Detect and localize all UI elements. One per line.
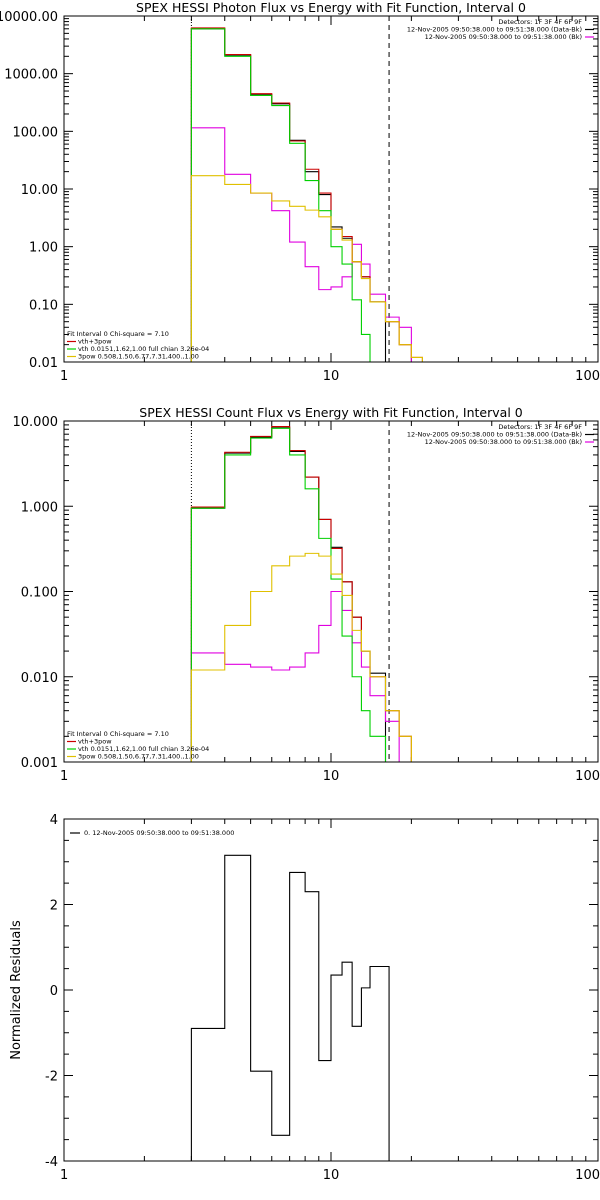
series-line-4 [190, 28, 387, 362]
y-tick-label: 1.00 [29, 241, 58, 256]
legend-text-bottomleft: Fit Interval 0 Chi-square = 7.10 [67, 730, 169, 738]
y-tick-label: 4 [50, 813, 58, 828]
y-tick-label: 1.000 [21, 500, 58, 515]
y-tick-label: 100.00 [13, 125, 59, 140]
x-tick-label: 100 [575, 769, 600, 784]
legend-text-topright: Detectors: 1F 3F 4F 6F 9F [498, 423, 582, 431]
y-tick-label: -2 [45, 1070, 58, 1085]
legend-text-topright: 12-Nov-2005 09:50:38.000 to 09:51:38.000… [407, 431, 582, 439]
y-tick-label: 0.10 [29, 298, 58, 313]
series-line-2 [190, 590, 400, 762]
legend-text-topright: 12-Nov-2005 09:50:38.000 to 09:51:38.000… [425, 438, 582, 446]
legend-text-bottomleft: vth 0.0151,1.62,1.00 full chian 3.26e-04 [78, 345, 209, 353]
y-tick-label: 10.00 [21, 183, 58, 198]
series-line-4 [190, 427, 387, 762]
legend-text-bottomleft: vth+3pow [78, 338, 112, 346]
legend-text-bottomleft: vth+3pow [78, 738, 112, 746]
series-line-5 [190, 175, 423, 362]
series-line-1 [190, 28, 387, 362]
y-tick-label: 0 [50, 984, 58, 999]
x-tick-label: 10 [323, 369, 340, 384]
y-axis-label: Normalized Residuals [9, 920, 24, 1060]
legend-text-topright: 12-Nov-2005 09:50:38.000 to 09:51:38.000… [425, 33, 582, 41]
x-tick-label: 1 [60, 369, 68, 384]
y-tick-label: 1000.00 [4, 68, 58, 83]
legend-text-topleft: 0. 12-Nov-2005 09:50:38.000 to 09:51:38.… [84, 829, 234, 837]
plot-frame [63, 420, 599, 763]
series-line-3 [190, 27, 423, 362]
legend-text-bottomleft: vth 0.0151,1.62,1.00 full chian 3.26e-04 [78, 745, 209, 753]
x-tick-label: 1 [60, 1168, 68, 1183]
chart-title: SPEX HESSI Photon Flux vs Energy with Fi… [136, 0, 526, 15]
x-tick-label: 10 [323, 769, 340, 784]
chart-panel-3 [63, 818, 599, 1162]
chart-title: SPEX HESSI Count Flux vs Energy with Fit… [139, 405, 522, 420]
series-line-5 [190, 552, 423, 762]
y-tick-label: 2 [50, 899, 58, 914]
x-tick-label: 100 [575, 369, 600, 384]
x-tick-label: 100 [575, 1168, 600, 1183]
series-line-1 [190, 426, 387, 762]
y-tick-label: 0.01 [29, 356, 58, 371]
y-tick-label: 0.001 [21, 756, 58, 771]
chart-panel-2 [63, 420, 599, 763]
x-tick-label: 10 [323, 1168, 340, 1183]
legend-text-bottomleft: 3pow 0.508,1.50,6.77,7.31,400.,1.00 [78, 753, 199, 761]
plot-frame [63, 15, 599, 363]
legend-text-topright: 12-Nov-2005 09:50:38.000 to 09:51:38.000… [407, 26, 582, 34]
y-tick-label: 10000.00 [0, 10, 58, 25]
y-tick-label: -4 [45, 1155, 58, 1170]
legend-text-bottomleft: 3pow 0.508,1.50,6.77,7.31,400.,1.00 [78, 353, 199, 361]
y-tick-label: 0.010 [21, 671, 58, 686]
chart-panel-1 [63, 15, 599, 363]
series-line-1 [190, 854, 390, 1161]
x-tick-label: 1 [60, 769, 68, 784]
y-tick-label: 0.100 [21, 586, 58, 601]
plot-frame [63, 818, 599, 1162]
legend-text-topright: Detectors: 1F 3F 4F 6F 9F [498, 18, 582, 26]
y-tick-label: 10.000 [13, 415, 59, 430]
legend-text-bottomleft: Fit Interval 0 Chi-square = 7.10 [67, 330, 169, 338]
series-line-2 [190, 127, 412, 362]
